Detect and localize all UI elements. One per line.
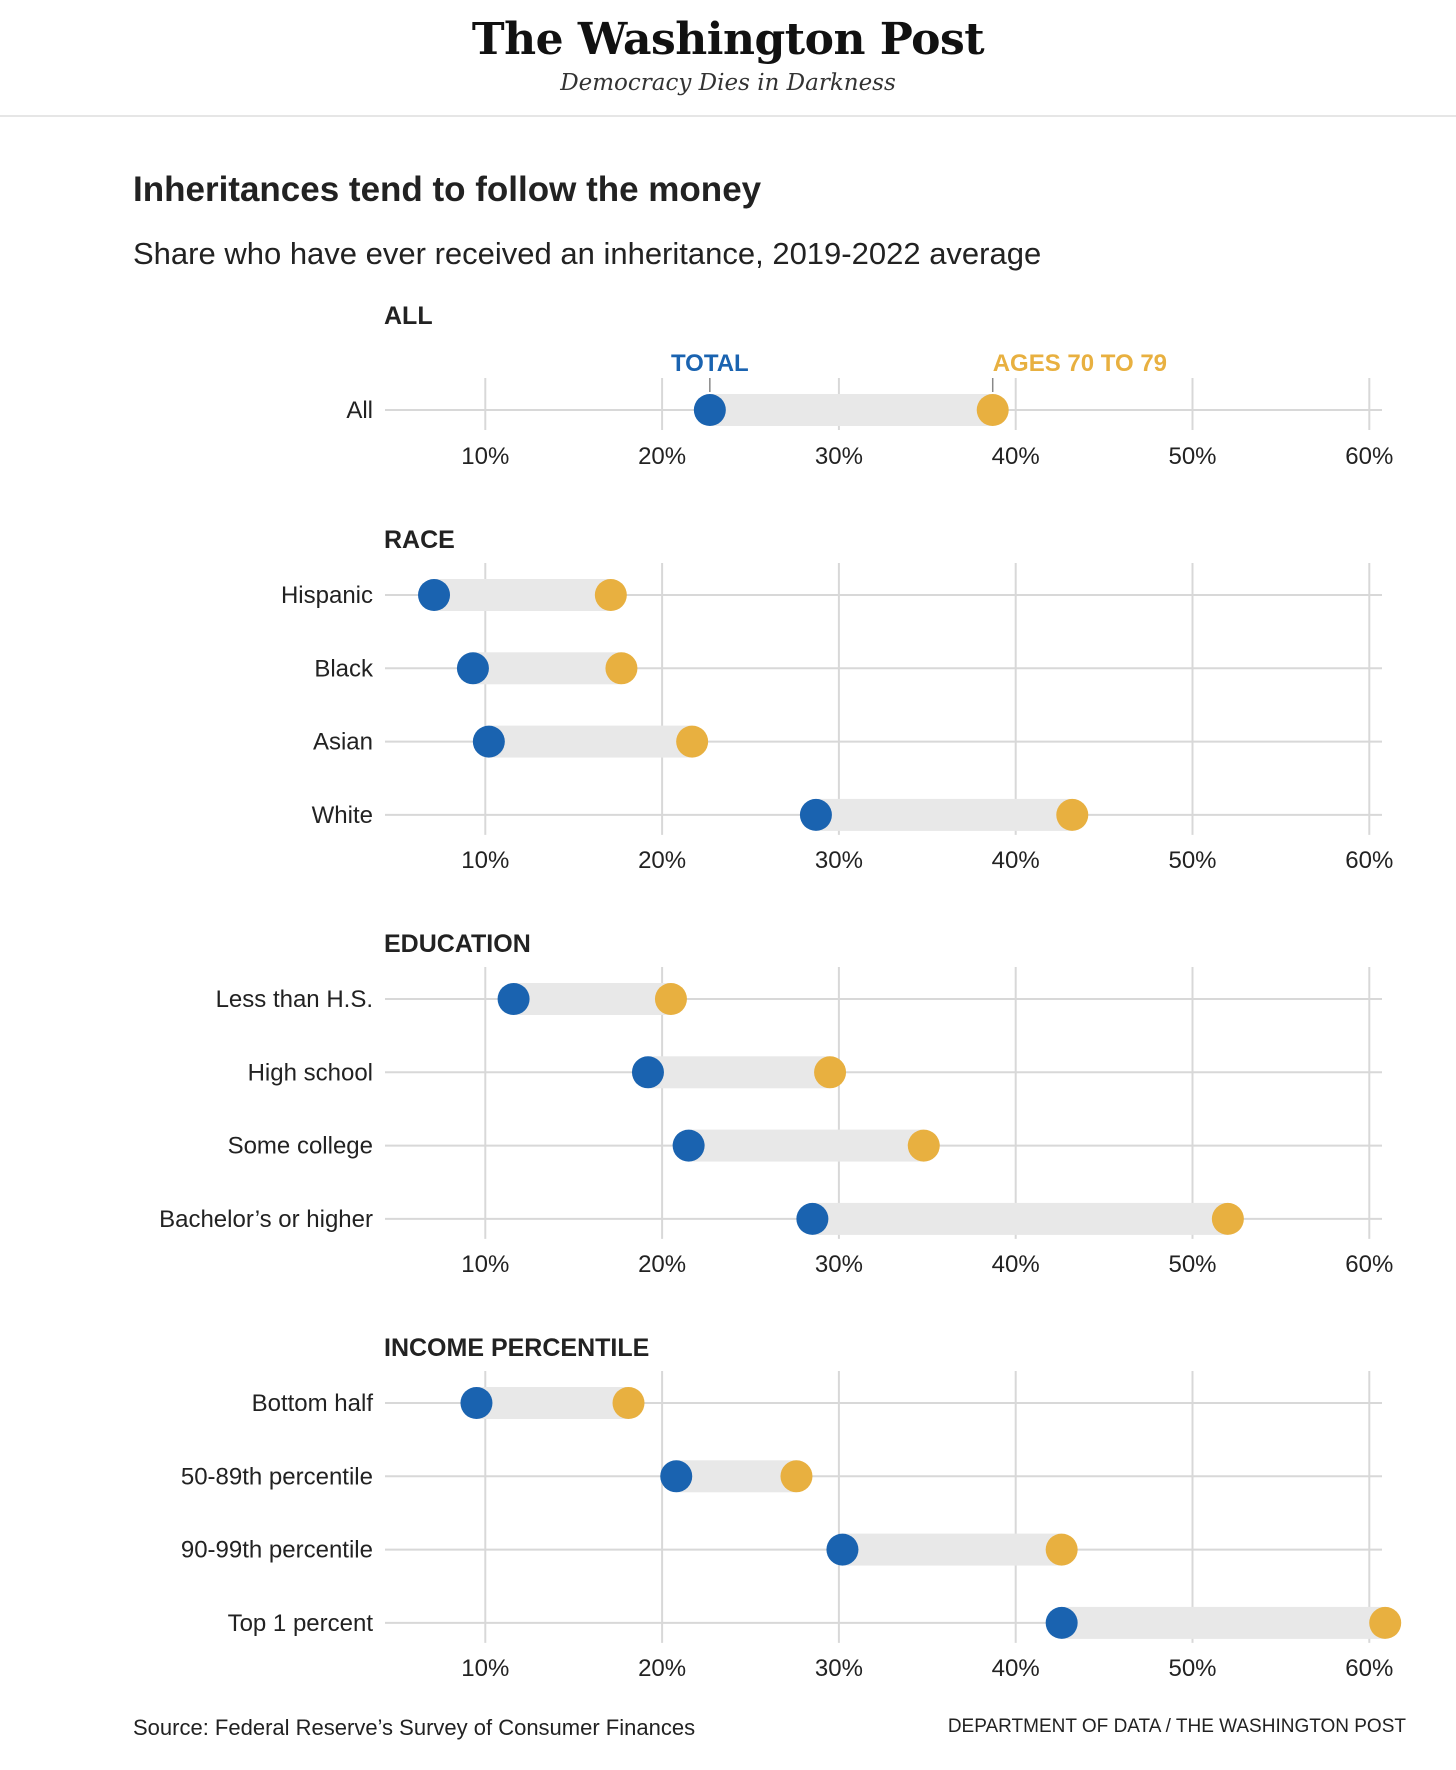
ages-70-79-dot (814, 1056, 847, 1089)
range-bar (488, 725, 693, 758)
total-dot (799, 798, 832, 831)
ages-70-79-dot (1045, 1533, 1078, 1566)
row-label: 50-89th percentile (181, 1463, 373, 1490)
x-tick-label: 60% (1345, 847, 1393, 874)
ages-70-79-dot (676, 725, 709, 758)
x-tick-label: 20% (638, 1251, 686, 1278)
chart-subtitle: Share who have ever received an inherita… (133, 236, 1042, 271)
x-tick-label: 20% (638, 1655, 686, 1682)
total-dot (693, 394, 726, 426)
ages-70-79-dot (976, 394, 1009, 426)
ages-70-79-dot (654, 983, 687, 1015)
x-tick-label: 20% (638, 443, 686, 470)
range-bar (709, 394, 993, 426)
tagline: Democracy Dies in Darkness (560, 70, 896, 96)
range-bar (688, 1129, 924, 1162)
masthead: The Washington Post Democracy Dies in Da… (0, 0, 1456, 117)
ages-70-79-dot (1211, 1202, 1244, 1235)
chart-title: Inheritances tend to follow the money (133, 170, 762, 209)
x-tick-label: 40% (992, 443, 1040, 470)
total-dot (472, 725, 505, 758)
panel-heading: EDUCATION (384, 930, 531, 958)
ages-70-79-dot (1056, 798, 1089, 831)
x-tick-label: 10% (461, 847, 509, 874)
washington-post-logo[interactable]: The Washington Post (471, 14, 985, 65)
source-note: Source: Federal Reserve’s Survey of Cons… (133, 1715, 696, 1740)
row-label: High school (248, 1059, 373, 1086)
x-tick-label: 10% (461, 1251, 509, 1278)
range-bar (647, 1056, 831, 1089)
x-tick-label: 60% (1345, 443, 1393, 470)
row-label: Asian (313, 729, 373, 756)
total-dot (418, 579, 451, 611)
x-tick-label: 50% (1168, 443, 1216, 470)
x-tick-label: 50% (1168, 847, 1216, 874)
row-label: Hispanic (281, 582, 373, 609)
x-tick-label: 40% (992, 1655, 1040, 1682)
row-label: Bottom half (252, 1390, 374, 1417)
x-tick-label: 60% (1345, 1655, 1393, 1682)
ages-70-79-dot (605, 652, 638, 685)
row-label: Top 1 percent (228, 1610, 374, 1637)
total-dot (460, 1387, 493, 1419)
x-tick-label: 50% (1168, 1655, 1216, 1682)
x-tick-label: 20% (638, 847, 686, 874)
range-bar (472, 652, 622, 685)
x-tick-label: 40% (992, 1251, 1040, 1278)
panel-heading: INCOME PERCENTILE (384, 1334, 649, 1362)
range-bar (812, 1202, 1228, 1235)
row-label: All (346, 397, 373, 424)
range-bar (815, 798, 1073, 831)
range-bar (676, 1460, 797, 1493)
ages-70-79-dot (612, 1387, 645, 1419)
row-label: Bachelor’s or higher (159, 1206, 373, 1233)
credit-line: DEPARTMENT OF DATA / THE WASHINGTON POST (947, 1716, 1406, 1737)
x-tick-label: 50% (1168, 1251, 1216, 1278)
ages-70-79-dot (1369, 1606, 1402, 1639)
x-tick-label: 30% (815, 847, 863, 874)
total-dot (672, 1129, 705, 1162)
total-dot (796, 1202, 829, 1235)
total-dot (497, 983, 530, 1015)
x-tick-label: 40% (992, 847, 1040, 874)
range-bar (842, 1533, 1062, 1566)
ages-70-79-dot (907, 1129, 940, 1162)
x-tick-label: 30% (815, 1251, 863, 1278)
row-label: Black (314, 655, 374, 682)
range-bar (513, 983, 671, 1015)
x-tick-label: 30% (815, 443, 863, 470)
x-tick-label: 60% (1345, 1251, 1393, 1278)
x-tick-label: 10% (461, 1655, 509, 1682)
ages-series-label: AGES 70 TO 79 (993, 350, 1167, 377)
total-dot (826, 1533, 859, 1566)
ages-70-79-dot (780, 1460, 813, 1493)
range-bar (476, 1387, 629, 1419)
total-series-label: TOTAL (671, 350, 749, 377)
panel-heading: ALL (384, 302, 433, 330)
row-label: White (312, 802, 373, 829)
total-dot (1045, 1606, 1078, 1639)
range-bar (1061, 1606, 1386, 1639)
total-dot (660, 1460, 693, 1493)
ages-70-79-dot (594, 579, 627, 611)
row-label: 90-99th percentile (181, 1537, 373, 1564)
range-bar (434, 579, 611, 611)
panel-heading: RACE (384, 526, 455, 554)
row-label: Some college (228, 1133, 373, 1160)
total-dot (456, 652, 489, 685)
x-tick-label: 10% (461, 443, 509, 470)
row-label: Less than H.S. (216, 986, 373, 1013)
x-tick-label: 30% (815, 1655, 863, 1682)
total-dot (631, 1056, 664, 1089)
